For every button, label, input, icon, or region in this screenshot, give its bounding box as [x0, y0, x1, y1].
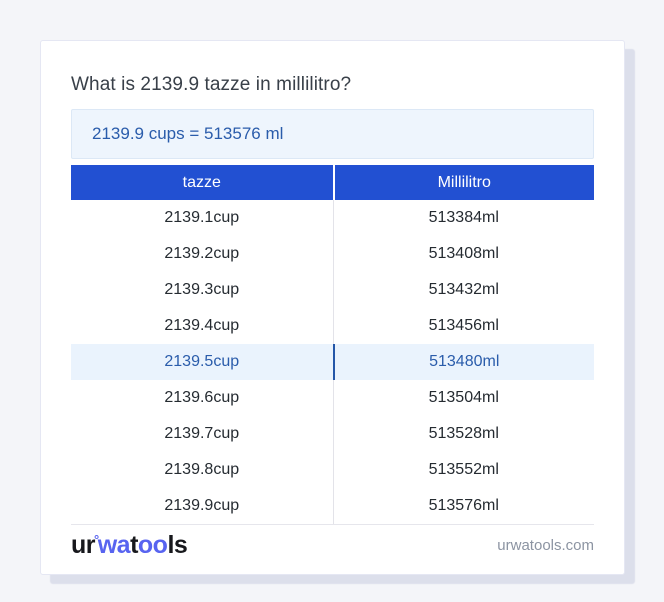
cups-cell: 2139.1cup — [164, 209, 240, 226]
table-header-milliliters: Millilitro — [332, 165, 595, 200]
logo-text-dark-2: t — [130, 530, 138, 559]
cups-cell: 2139.2cup — [164, 245, 240, 262]
conversion-card: What is 2139.9 tazze in millilitro? 2139… — [40, 40, 625, 575]
milliliters-cell: 513408ml — [332, 236, 595, 272]
milliliters-cell: 513576ml — [332, 488, 595, 524]
milliliters-cell: 513432ml — [332, 272, 595, 308]
cups-cell: 2139.9cup — [164, 497, 240, 514]
milliliters-cell: 513552ml — [332, 452, 595, 488]
answer-text: 2139.9 cups = 513576 ml — [92, 124, 284, 143]
milliliters-cell: 513528ml — [332, 416, 595, 452]
table-row[interactable]: 2139.9cup 513576ml — [71, 488, 594, 524]
milliliters-cell: 513504ml — [332, 380, 595, 416]
table-row[interactable]: 2139.4cup 513456ml — [71, 308, 594, 344]
answer-box: 2139.9 cups = 513576 ml — [71, 109, 594, 159]
degree-mark-icon: ° — [94, 531, 99, 547]
card-footer: ur°watools urwatools.com — [71, 527, 594, 563]
page-title: What is 2139.9 tazze in millilitro? — [71, 74, 352, 95]
logo-text-dark-1: ur — [71, 530, 96, 559]
table-header-row: tazze Millilitro — [71, 165, 594, 200]
table-row[interactable]: 2139.1cup 513384ml — [71, 200, 594, 236]
table-body: 2139.1cup 513384ml 2139.2cup 513408ml 21… — [71, 200, 594, 524]
table-row[interactable]: 2139.7cup 513528ml — [71, 416, 594, 452]
milliliters-cell: 513456ml — [332, 308, 595, 344]
conversion-table: tazze Millilitro 2139.1cup 513384ml 2139… — [71, 165, 594, 525]
logo-glasses-oo: oo — [137, 530, 168, 559]
cups-cell: 2139.8cup — [164, 461, 240, 478]
table-row[interactable]: 2139.6cup 513504ml — [71, 380, 594, 416]
table-row[interactable]: 2139.3cup 513432ml — [71, 272, 594, 308]
cups-cell: 2139.7cup — [164, 425, 240, 442]
milliliters-cell: 513480ml — [332, 344, 595, 380]
logo-text-dark-3: ls — [167, 530, 188, 559]
logo-text-blue-1: wa — [97, 530, 131, 559]
table-row[interactable]: 2139.5cup 513480ml — [71, 344, 594, 380]
cups-cell: 2139.5cup — [164, 353, 240, 370]
cups-cell: 2139.6cup — [164, 389, 240, 406]
table-row[interactable]: 2139.8cup 513552ml — [71, 452, 594, 488]
table-header-cups: tazze — [182, 173, 221, 191]
cups-cell: 2139.4cup — [164, 317, 240, 334]
table-row[interactable]: 2139.2cup 513408ml — [71, 236, 594, 272]
urwatools-logo[interactable]: ur°watools — [71, 530, 188, 559]
milliliters-cell: 513384ml — [332, 200, 595, 236]
cups-cell: 2139.3cup — [164, 281, 240, 298]
site-domain-text: urwatools.com — [497, 536, 594, 554]
